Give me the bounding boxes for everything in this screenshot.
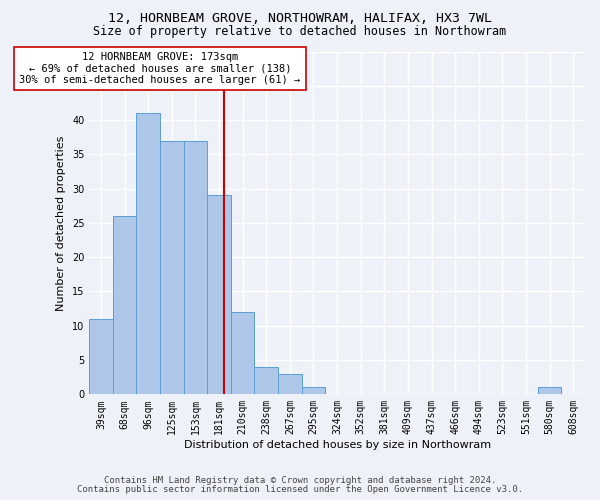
Bar <box>184 140 207 394</box>
Text: 12 HORNBEAM GROVE: 173sqm
← 69% of detached houses are smaller (138)
30% of semi: 12 HORNBEAM GROVE: 173sqm ← 69% of detac… <box>19 52 301 85</box>
Y-axis label: Number of detached properties: Number of detached properties <box>56 135 66 310</box>
Bar <box>302 388 325 394</box>
X-axis label: Distribution of detached houses by size in Northowram: Distribution of detached houses by size … <box>184 440 491 450</box>
Text: Size of property relative to detached houses in Northowram: Size of property relative to detached ho… <box>94 25 506 38</box>
Text: Contains public sector information licensed under the Open Government Licence v3: Contains public sector information licen… <box>77 484 523 494</box>
Bar <box>207 196 231 394</box>
Bar <box>136 113 160 394</box>
Bar <box>538 388 562 394</box>
Text: Contains HM Land Registry data © Crown copyright and database right 2024.: Contains HM Land Registry data © Crown c… <box>104 476 496 485</box>
Bar <box>160 140 184 394</box>
Bar <box>89 319 113 394</box>
Bar <box>278 374 302 394</box>
Bar <box>113 216 136 394</box>
Bar <box>231 312 254 394</box>
Bar <box>254 367 278 394</box>
Text: 12, HORNBEAM GROVE, NORTHOWRAM, HALIFAX, HX3 7WL: 12, HORNBEAM GROVE, NORTHOWRAM, HALIFAX,… <box>108 12 492 26</box>
